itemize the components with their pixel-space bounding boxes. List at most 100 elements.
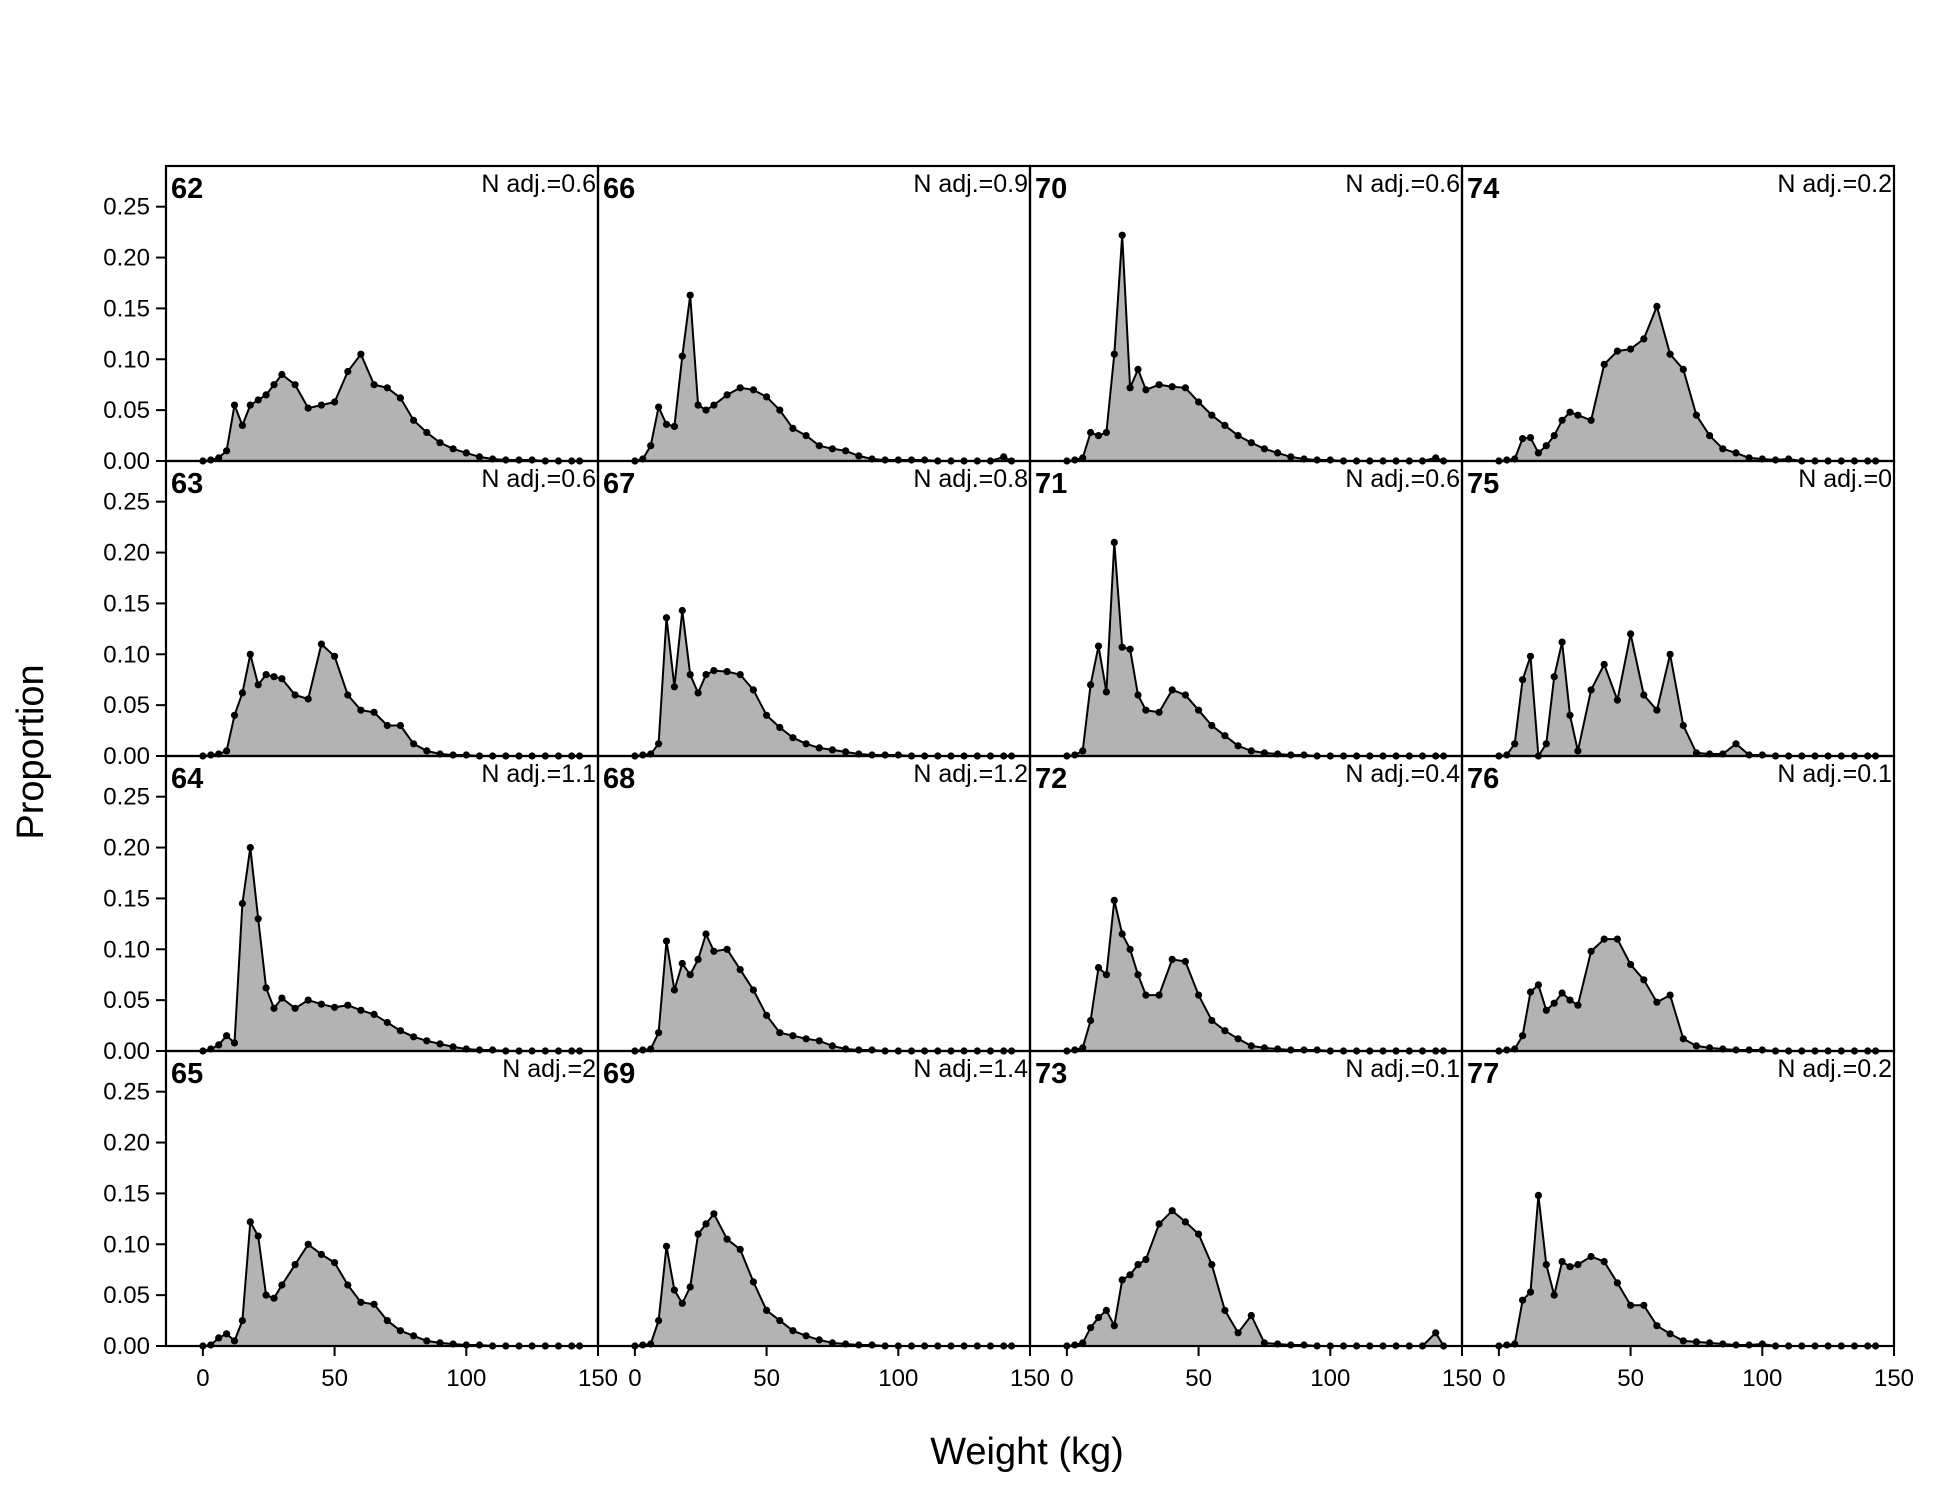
panel-76-point [1519,1032,1527,1040]
panel-77-frame [1460,1049,1896,1348]
panel-67-point [749,686,758,694]
panel-68-point [723,945,731,953]
panel-71-point [1079,747,1087,755]
panel-66-point [662,420,671,428]
panel-72-point [1234,1035,1242,1043]
panel-62-point [238,421,246,429]
y-tick-label: 0.15 [103,295,150,322]
panel-73-area [1066,1210,1444,1346]
panel-67-point [723,668,731,676]
y-tick-label: 0.00 [103,1038,150,1065]
x-tick-label: 150 [1874,1365,1914,1392]
panel-71-point [1094,642,1103,650]
x-tick-label: 50 [753,1365,780,1392]
x-tick-label: 50 [321,1365,348,1392]
panel-64-point [230,1039,239,1047]
x-tick-label: 100 [878,1365,918,1392]
panel-76-point [1526,988,1535,996]
panel-64-point [254,915,262,923]
panel-76-point [1574,1001,1582,1009]
panel-72-area [1066,900,1444,1051]
panel-63: 63 N adj.=0.6 [164,459,600,760]
y-tick-label: 0.25 [103,1079,150,1106]
panel-70-point [1079,454,1087,462]
panel-67-point [710,667,718,675]
panel-62-point [462,449,470,457]
y-tick-label: 0.00 [103,1333,150,1360]
panel-77-point [1666,1330,1674,1338]
panel-72-year-label: 72 [1035,763,1067,795]
panel-62-point [254,396,262,404]
panel-73-point [1181,1218,1189,1226]
panel-70-n-adj-label: N adj.=0.6 [1345,170,1460,198]
x-tick-label: 100 [446,1365,486,1392]
panel-67-point [842,748,850,756]
panel-76-point [1692,1042,1700,1050]
panel-69-n-adj-label: N adj.=1.4 [913,1055,1028,1083]
panel-67-point [815,744,823,752]
panel-67-point [655,740,663,748]
panel-68-area [634,934,1012,1051]
panel-69-point [662,1242,671,1250]
panel-75-point [1550,673,1558,681]
panel-68-point [686,971,694,979]
panel-73-point [1221,1306,1229,1314]
x-tick-label: 0 [1492,1365,1505,1392]
panel-68-point [694,955,702,964]
panel-64-point [357,1006,365,1014]
panel-70-frame [1028,164,1464,463]
panel-73-point [1102,1306,1110,1314]
panel-73-point [1094,1313,1103,1322]
y-tick-label: 0.15 [103,1180,150,1207]
panel-62-n-adj-label: N adj.=0.6 [481,170,596,198]
panel-75: 75 N adj.=0 [1460,459,1896,760]
panel-65-point [304,1240,312,1248]
panel-71-point [1260,749,1268,757]
panel-62-point [215,454,223,462]
panel-76-point [1666,991,1674,999]
panel-69-year-label: 69 [603,1058,635,1090]
panel-62-point [410,416,418,424]
panel-64-point [410,1033,418,1041]
panel-70-point [1134,365,1142,373]
panel-64-point [262,984,270,992]
panel-75-point [1653,706,1661,714]
panel-63-point [262,671,270,679]
panel-62-point [370,381,378,389]
panel-64-n-adj-label: N adj.=1.1 [481,760,596,788]
panel-68-point [662,937,671,945]
x-tick-label: 0 [1060,1365,1073,1392]
panel-77-point [1574,1261,1582,1269]
panel-62-point [246,401,254,409]
y-tick-label: 0.15 [103,885,150,912]
panel-71-point [1134,691,1142,699]
x-axis-title: Weight (kg) [930,1431,1124,1473]
panel-72-point [1195,991,1203,999]
panel-64-area [202,847,580,1051]
panel-66-point [828,445,837,453]
panel-72-point [1221,1027,1229,1035]
panel-69-point [686,1283,694,1291]
panel-62-point [357,350,365,358]
panel-66-area [634,295,1012,461]
panel-62-point [383,384,391,392]
panel-62-point [396,394,404,402]
panel-67-point [670,683,679,691]
panel-70-point [1126,384,1134,392]
panel-72-point [1094,964,1103,972]
panel-77-point [1566,1263,1574,1271]
y-tick-label: 0.05 [103,1282,150,1309]
y-tick-label: 0.20 [103,835,150,862]
panel-65-point [291,1261,299,1269]
panel-62-point [262,391,270,399]
panel-65: 65 N adj.=2 [164,1049,600,1350]
panel-64-point [317,1000,325,1008]
y-tick-label: 0.20 [103,245,150,272]
panel-76-point [1627,960,1635,969]
panel-70-point [1168,383,1176,391]
panel-76-point [1566,996,1574,1004]
panel-63-point [278,675,286,683]
panel-64-point [383,1018,391,1027]
panel-69-point [702,1220,710,1228]
panel-69-point [723,1235,731,1243]
